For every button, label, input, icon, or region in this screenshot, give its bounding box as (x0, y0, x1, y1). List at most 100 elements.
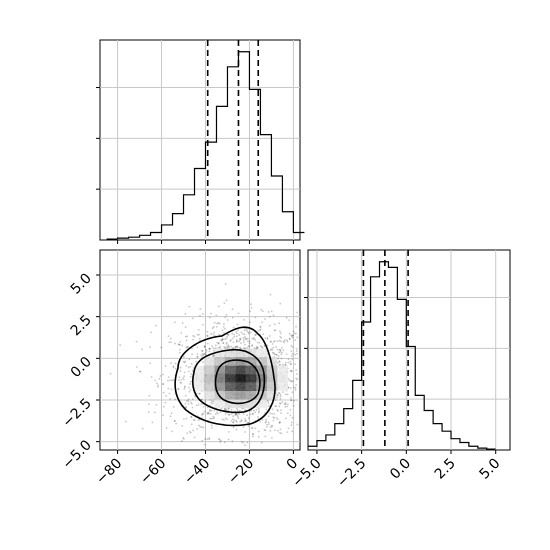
scatter-point (270, 310, 273, 313)
scatter-point (153, 411, 156, 414)
scatter-point (225, 299, 228, 302)
scatter-point (197, 419, 200, 422)
density-cell (214, 382, 225, 392)
scatter-point (211, 327, 214, 330)
scatter-point (284, 417, 287, 420)
scatter-point (162, 405, 165, 408)
scatter-point (227, 430, 230, 433)
scatter-point (257, 430, 260, 433)
scatter-point (267, 400, 270, 403)
scatter-point (288, 379, 291, 382)
scatter-point (273, 429, 276, 432)
scatter-point (248, 340, 251, 343)
scatter-point (225, 408, 228, 411)
scatter-point (224, 338, 227, 341)
scatter-point (200, 426, 203, 428)
top-histogram-steps (106, 51, 305, 240)
scatter-point (286, 405, 289, 408)
scatter-point (161, 382, 164, 385)
scatter-point (201, 439, 204, 442)
scatter-point (191, 369, 194, 372)
scatter-point (246, 337, 249, 340)
right-histogram-frame (307, 249, 511, 451)
scatter-point (240, 440, 243, 443)
density-cell (256, 399, 267, 409)
scatter-point (277, 392, 280, 394)
scatter-point (178, 349, 181, 351)
scatter-point (290, 421, 293, 424)
scatter-point (234, 414, 237, 417)
scatter-point (193, 335, 196, 338)
scatter-point (269, 426, 272, 429)
scatter-point (183, 361, 186, 364)
scatter-point (201, 349, 203, 352)
scatter-point (206, 342, 209, 345)
scatter-point (222, 331, 225, 334)
scatter-point (289, 408, 292, 411)
scatter-point (215, 314, 218, 317)
scatter-point (220, 339, 222, 342)
scatter-point (206, 438, 209, 440)
scatter-point (216, 411, 218, 414)
scatter-point (261, 310, 264, 312)
density-cell (214, 348, 225, 358)
scatter-point (274, 405, 277, 408)
scatter-point (282, 363, 284, 366)
scatter-point (260, 441, 263, 444)
scatter-point (212, 417, 215, 420)
right-histogram-panel: −5.0 −2.5 0.0 2.5 5.0 (289, 249, 511, 491)
scatter-point (276, 348, 279, 351)
scatter-point (222, 326, 225, 328)
scatter-point (275, 405, 278, 407)
scatter-point (170, 430, 173, 433)
x-tick-label: −80 (93, 456, 125, 488)
scatter-point (243, 347, 245, 349)
scatter-point (203, 345, 206, 348)
scatter-point (185, 417, 188, 420)
scatter-point (178, 379, 180, 381)
density-cell (203, 382, 215, 392)
scatter-point (217, 342, 220, 344)
scatter-point (243, 336, 246, 339)
scatter-point (224, 413, 227, 415)
scatter-point (277, 355, 280, 357)
scatter-point (210, 424, 213, 427)
scatter-point (210, 401, 213, 404)
density-cell (266, 357, 278, 366)
scatter-point (200, 403, 203, 405)
scatter-point (246, 441, 249, 444)
scatter-point (236, 409, 239, 412)
scatter-point (207, 411, 210, 414)
scatter-point (213, 321, 216, 324)
scatter-point (209, 347, 212, 350)
scatter-point (267, 405, 270, 407)
scatter-point (259, 345, 262, 347)
scatter-point (280, 357, 283, 360)
scatter-point (277, 429, 279, 432)
scatter-point (272, 352, 275, 354)
joint-x-ticks: −80 −60 −40 −20 0 (93, 450, 301, 488)
scatter-point (259, 325, 262, 328)
scatter-point (167, 387, 170, 390)
scatter-point (238, 334, 241, 336)
scatter-point (227, 413, 230, 416)
scatter-point (284, 363, 287, 366)
scatter-point (206, 330, 209, 333)
scatter-point (254, 339, 257, 341)
scatter-point (214, 344, 217, 347)
scatter-point (291, 430, 293, 433)
scatter-point (172, 366, 175, 369)
scatter-point (261, 346, 264, 349)
scatter-point (183, 387, 186, 390)
scatter-point (234, 346, 237, 349)
scatter-point (230, 345, 233, 348)
scatter-point (243, 333, 246, 336)
scatter-point (284, 402, 287, 404)
scatter-point (271, 349, 274, 351)
scatter-point (250, 427, 253, 430)
scatter-point (237, 329, 239, 332)
scatter-point (292, 404, 295, 407)
scatter-point (249, 331, 252, 334)
scatter-point (181, 425, 183, 427)
scatter-point (294, 389, 297, 391)
